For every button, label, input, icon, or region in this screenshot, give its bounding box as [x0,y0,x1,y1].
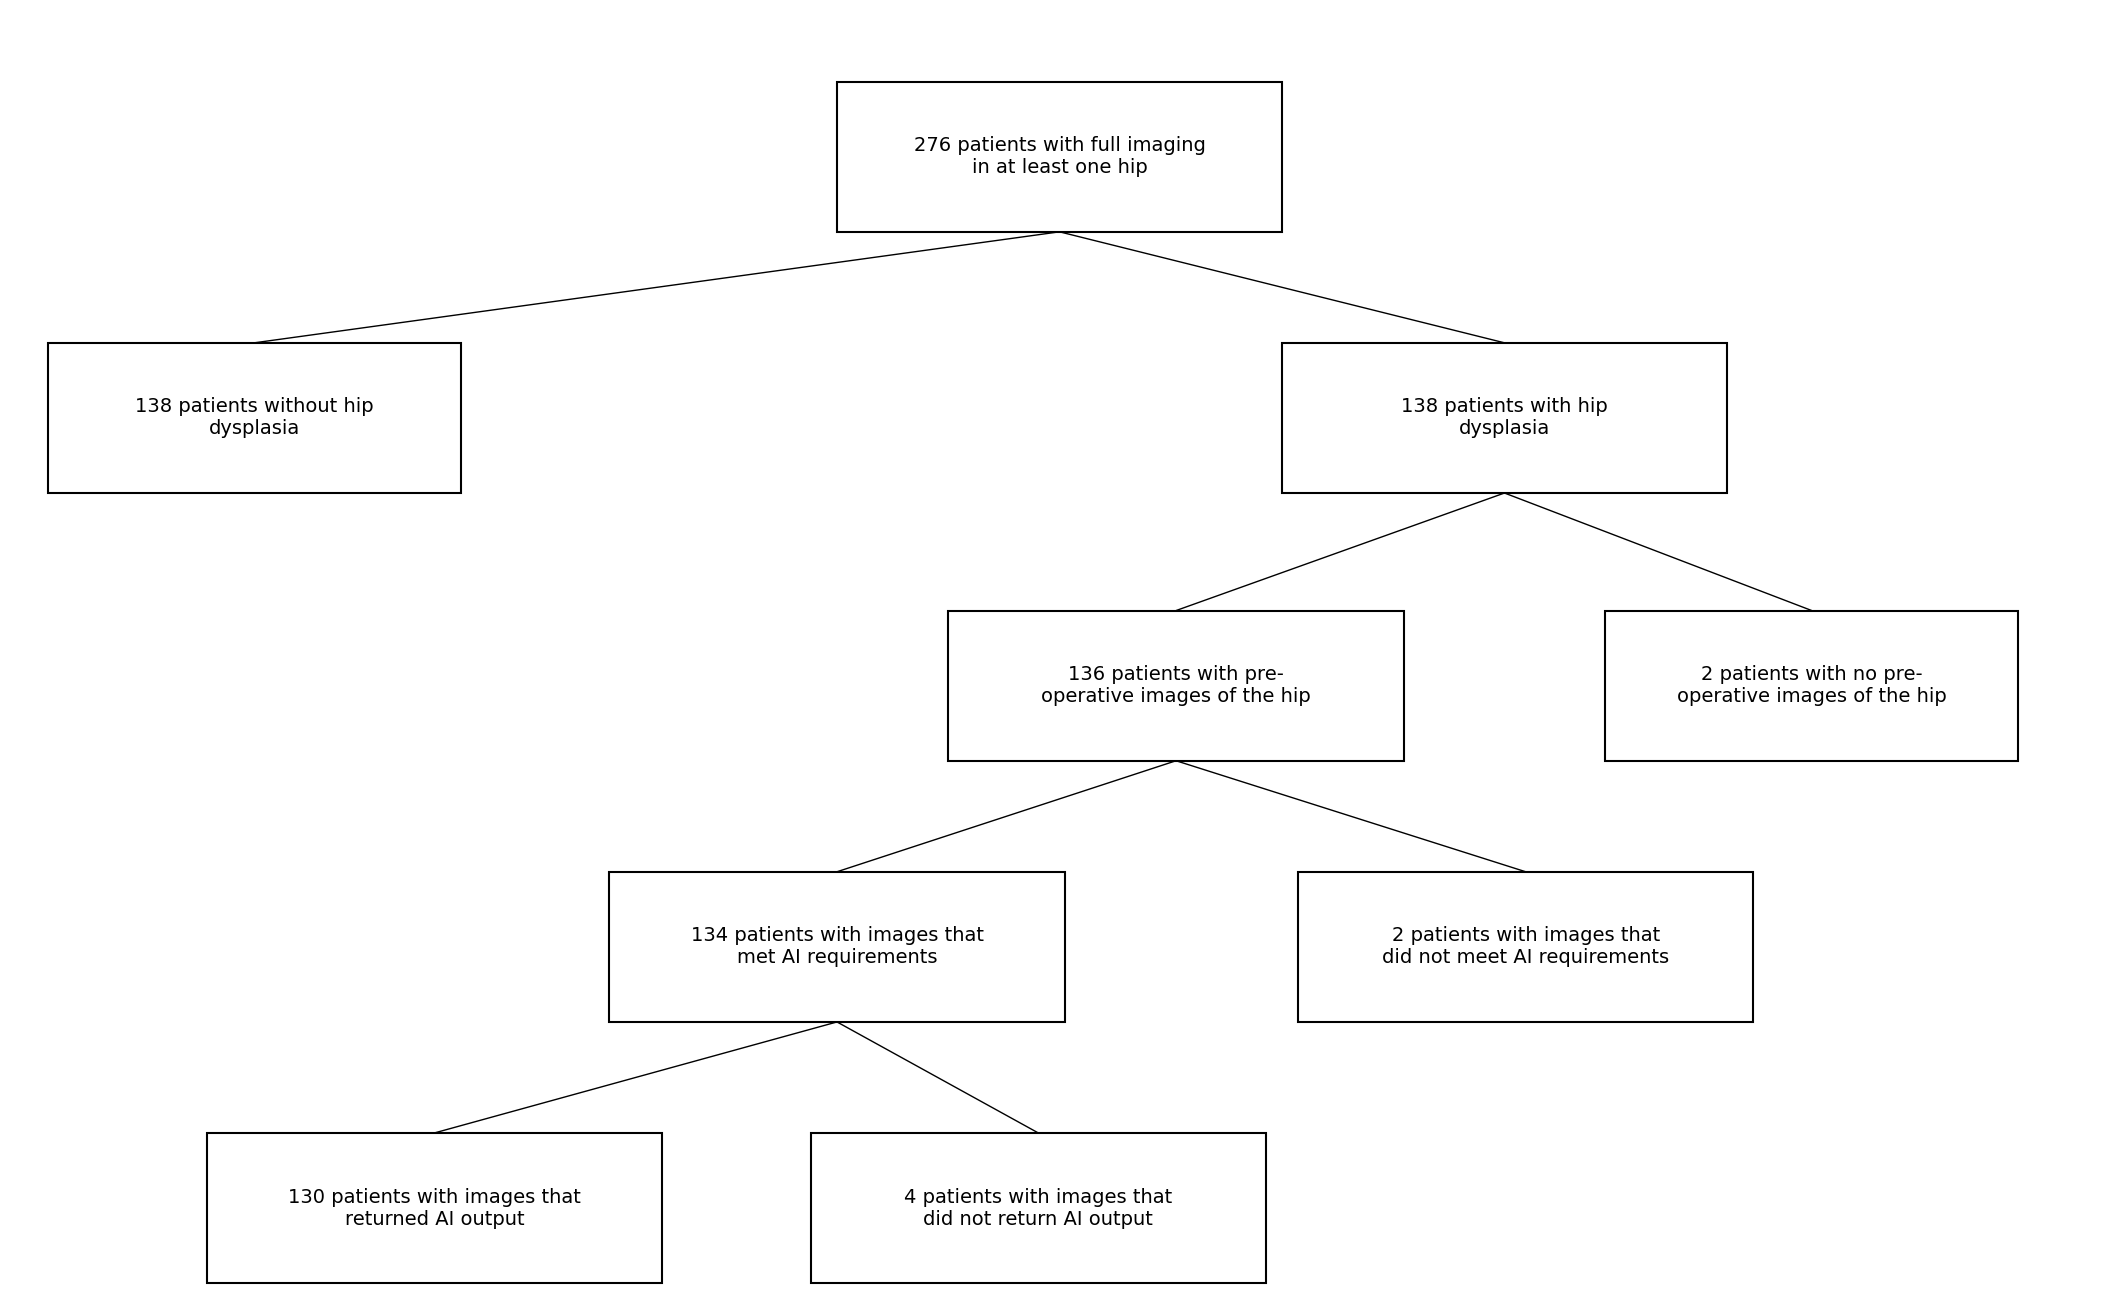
Text: 4 patients with images that
did not return AI output: 4 patients with images that did not retu… [905,1187,1172,1229]
Text: 276 patients with full imaging
in at least one hip: 276 patients with full imaging in at lea… [913,136,1206,178]
FancyBboxPatch shape [1282,342,1727,492]
Text: 134 patients with images that
met AI requirements: 134 patients with images that met AI req… [691,926,983,968]
FancyBboxPatch shape [1606,611,2017,760]
Text: 2 patients with no pre-
operative images of the hip: 2 patients with no pre- operative images… [1676,665,1947,707]
FancyBboxPatch shape [206,1132,661,1282]
Text: 138 patients without hip
dysplasia: 138 patients without hip dysplasia [136,397,373,439]
FancyBboxPatch shape [610,872,1066,1021]
Text: 136 patients with pre-
operative images of the hip: 136 patients with pre- operative images … [1040,665,1312,707]
FancyBboxPatch shape [1297,872,1755,1021]
Text: 130 patients with images that
returned AI output: 130 patients with images that returned A… [288,1187,581,1229]
FancyBboxPatch shape [949,611,1405,760]
FancyBboxPatch shape [809,1132,1267,1282]
FancyBboxPatch shape [47,342,462,492]
FancyBboxPatch shape [837,81,1282,232]
Text: 2 patients with images that
did not meet AI requirements: 2 patients with images that did not meet… [1382,926,1670,968]
Text: 138 patients with hip
dysplasia: 138 patients with hip dysplasia [1401,397,1608,439]
